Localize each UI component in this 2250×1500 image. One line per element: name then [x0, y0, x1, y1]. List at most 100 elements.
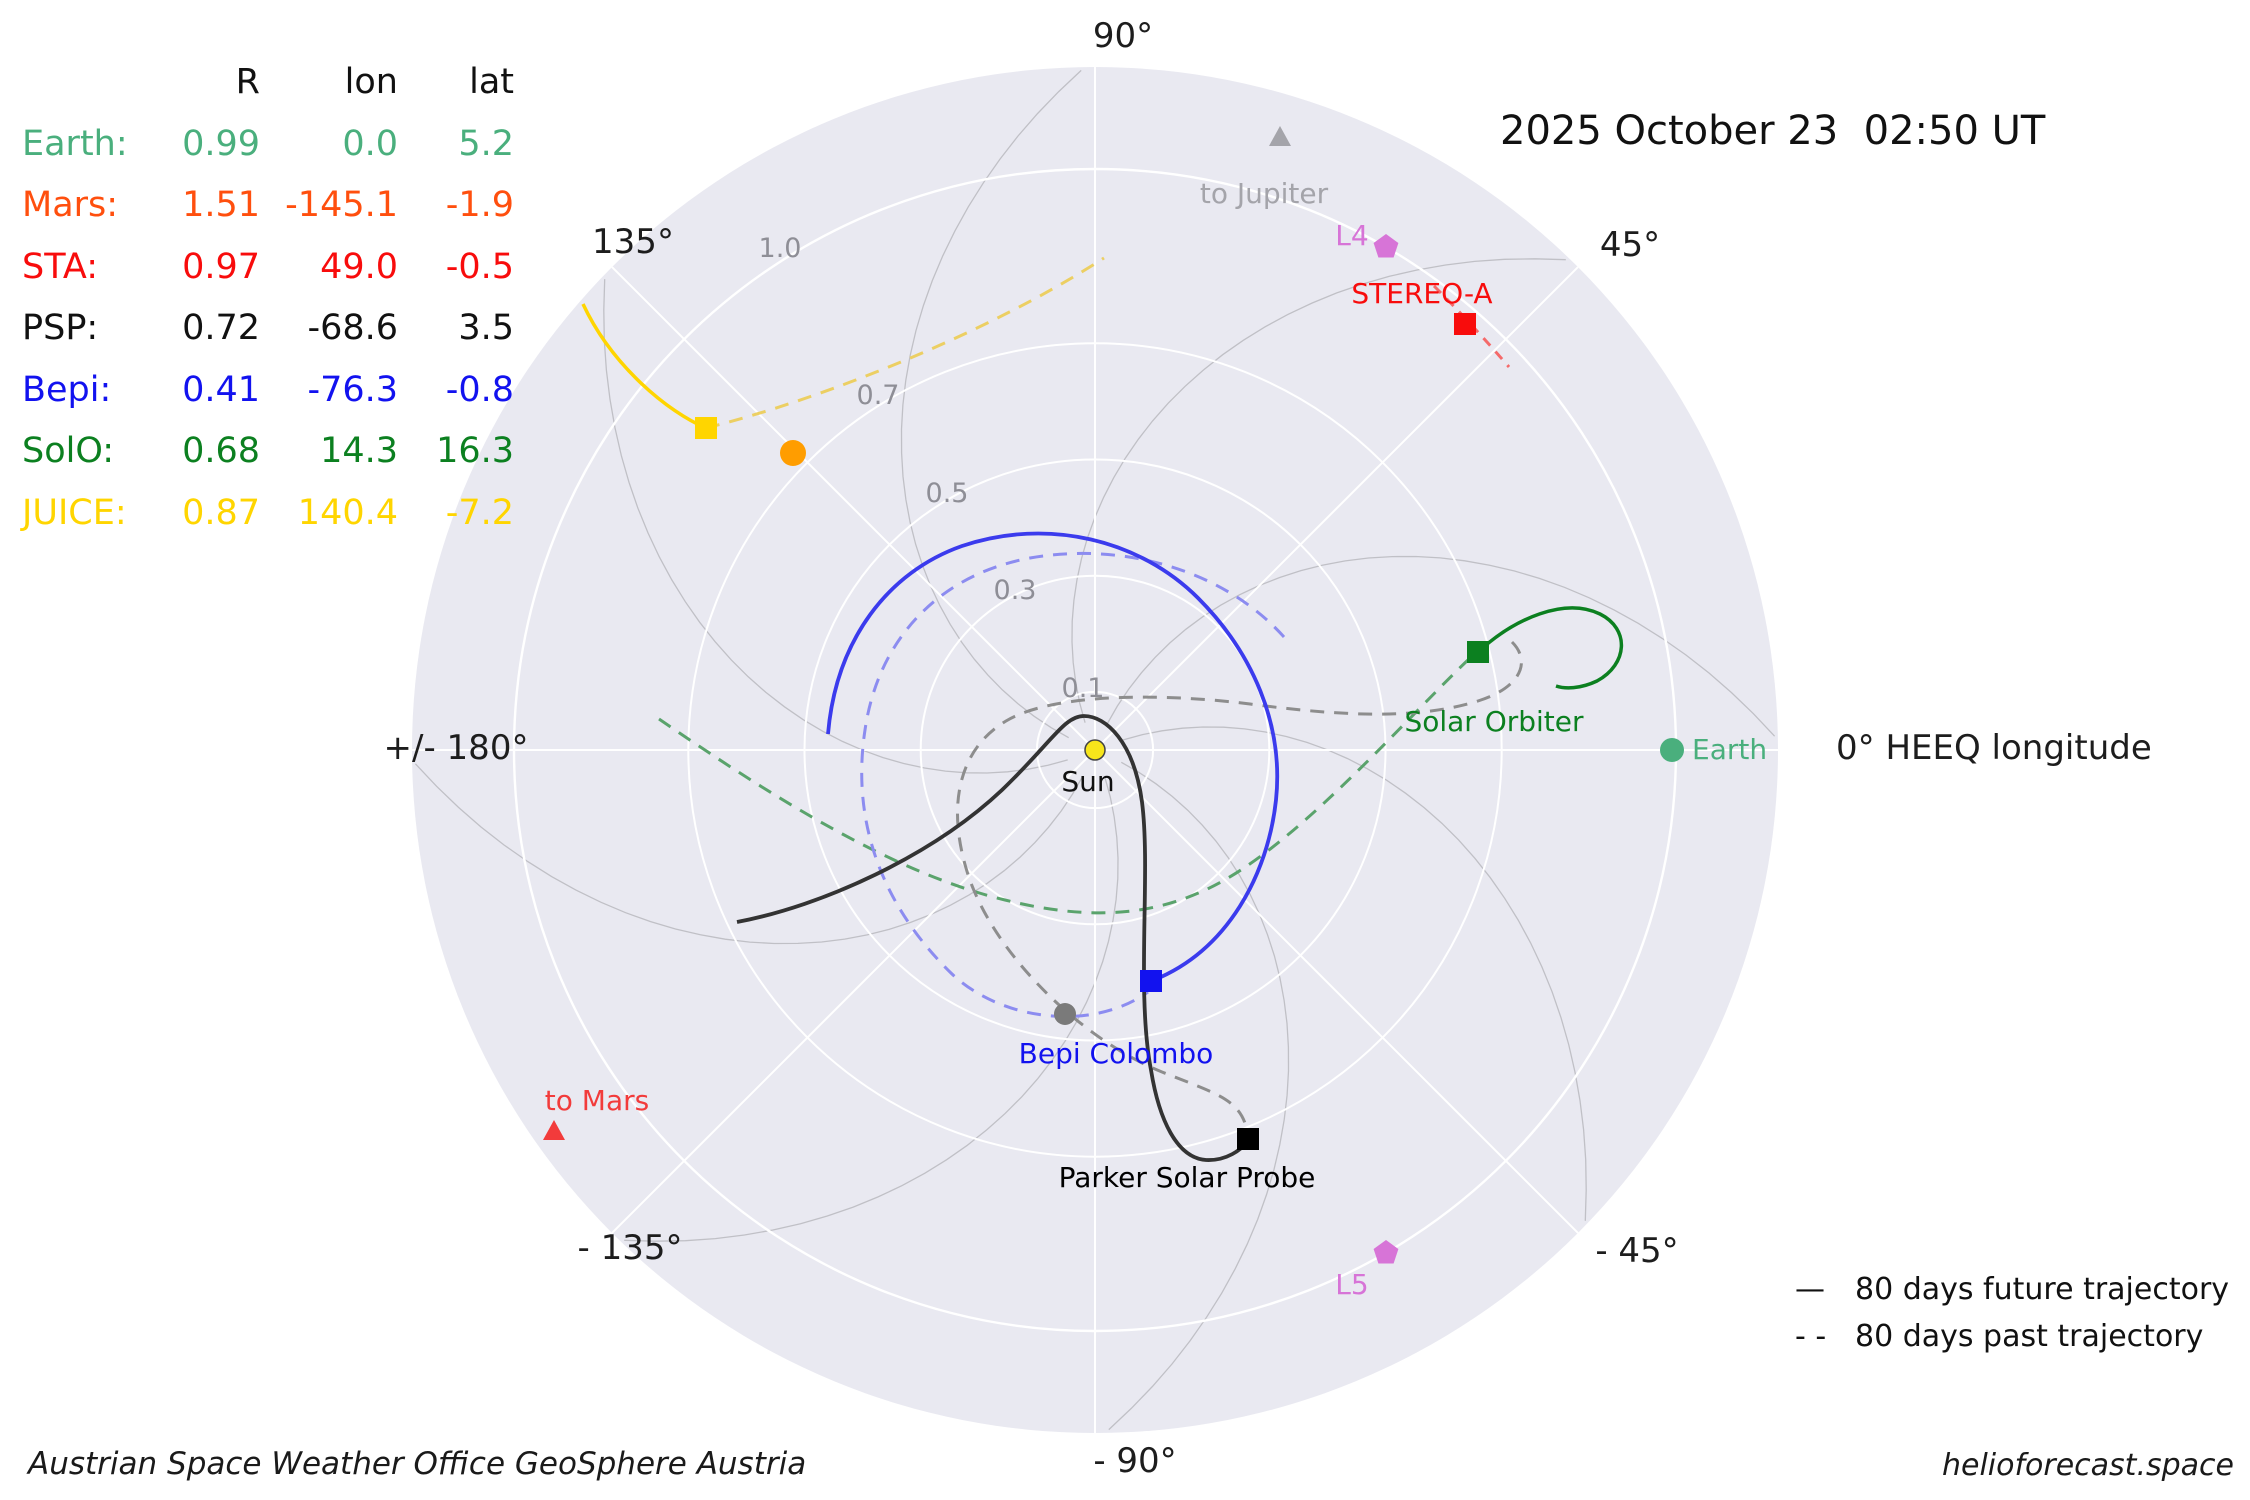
legend-future-row: — 80 days future trajectory [1795, 1266, 2229, 1313]
radius-tick-0-1: 0.1 [1062, 673, 1105, 704]
radius-tick-0-3: 0.3 [994, 575, 1037, 606]
polar-circle-gridline [1035, 690, 1155, 810]
to-mars-triangle-marker [543, 1120, 565, 1140]
angle-label-180: +/- 180° [384, 728, 529, 768]
row-lon: 140.4 [297, 492, 398, 533]
row-r: 0.87 [182, 492, 260, 533]
legend-past-row: - - 80 days past trajectory [1795, 1313, 2229, 1360]
legend-past-label: 80 days past trajectory [1855, 1319, 2204, 1354]
parker-spiral-gridline [414, 763, 1084, 945]
solar-orbiter-future-trajectory [1476, 606, 1624, 690]
parker-spiral-gridline [624, 777, 1119, 1242]
row-lon: 14.3 [320, 431, 398, 471]
solar-orbiter-past-trajectory [658, 656, 1472, 915]
angle-label-135: 135° [592, 222, 674, 262]
row-label: Bepi: [22, 369, 112, 410]
solar-orbiter-marker [1467, 641, 1489, 663]
parker-spiral-gridline [1071, 258, 1566, 723]
mercury-marker [1054, 1003, 1076, 1025]
polar-spoke-gridline [1099, 266, 1579, 746]
table-header-row: R lon lat [22, 52, 514, 114]
bepi-past-trajectory [860, 552, 1286, 1018]
earth-label: Earth [1692, 733, 1767, 766]
row-label: STA: [22, 246, 98, 287]
juice-future-trajectory [581, 303, 707, 430]
row-lon: -76.3 [307, 369, 398, 410]
l4-pentagon-marker [1373, 234, 1399, 258]
juice-marker [695, 417, 717, 439]
table-row-mars: Mars: 1.51 -145.1 -1.9 [22, 175, 514, 237]
angle-label-90: 90° [1093, 16, 1153, 56]
radius-tick-0-7: 0.7 [857, 380, 900, 411]
polar-spoke-gridline [611, 754, 1091, 1234]
row-label: Earth: [22, 123, 128, 164]
l5-pentagon-marker [1373, 1240, 1399, 1264]
l5-label: L5 [1335, 1268, 1368, 1301]
radius-tick-0-5: 0.5 [926, 478, 969, 509]
juice-past-trajectory [705, 256, 1105, 430]
table-row-earth: Earth: 0.99 0.0 5.2 [22, 114, 514, 176]
angle-label-m45: - 45° [1595, 1231, 1678, 1271]
row-r: 0.72 [182, 308, 260, 348]
row-lon: -68.6 [307, 308, 398, 348]
table-row-bepi: Bepi: 0.41 -76.3 -0.8 [22, 360, 514, 422]
polar-circle-gridline [919, 574, 1271, 926]
bepi-label: Bepi Colombo [1019, 1037, 1214, 1070]
venus-marker [780, 440, 806, 466]
stereo-a-marker [1454, 313, 1476, 335]
radius-tick-1-0: 1.0 [759, 233, 802, 264]
angle-label-m90: - 90° [1093, 1441, 1176, 1481]
credit-left: Austrian Space Weather Office GeoSphere … [28, 1446, 807, 1482]
psp-marker [1237, 1128, 1259, 1150]
table-header-r: R [235, 62, 260, 102]
row-lat: 16.3 [436, 431, 514, 471]
legend-future-label: 80 days future trajectory [1855, 1272, 2230, 1307]
polar-circle-gridline [803, 458, 1387, 1042]
polar-spoke-gridline [1099, 754, 1579, 1234]
table-row-solo: SolO: 0.68 14.3 16.3 [22, 421, 514, 483]
polar-spoke-gridline [611, 266, 1091, 746]
psp-future-trajectory [736, 714, 1250, 1162]
parker-spiral-gridline [900, 69, 1082, 739]
position-table: R lon lat Earth: 0.99 0.0 5.2 Mars: 1.51… [22, 52, 514, 544]
row-lat: -0.8 [445, 369, 514, 410]
row-lat: 5.2 [458, 123, 514, 164]
row-lat: -0.5 [445, 246, 514, 287]
page-title: 2025 October 23 02:50 UT [1500, 108, 2046, 154]
stereo-a-past-trajectory [1432, 284, 1511, 368]
row-lat: -1.9 [445, 185, 514, 225]
row-label: Mars: [22, 185, 119, 225]
earth-marker [1660, 738, 1684, 762]
table-row-sta: STA: 0.97 49.0 -0.5 [22, 237, 514, 299]
row-r: 1.51 [182, 185, 260, 225]
row-lon: -145.1 [285, 185, 398, 225]
parker-spiral-gridline [1108, 761, 1290, 1431]
row-r: 0.41 [182, 369, 260, 410]
trajectory-legend: — 80 days future trajectory - - 80 days … [1795, 1266, 2229, 1360]
sun-marker [1084, 739, 1106, 761]
sun-label: Sun [1061, 765, 1114, 798]
parker-spiral-gridline [1106, 555, 1776, 737]
parker-spiral-gridline [603, 279, 1068, 774]
l4-label: L4 [1335, 219, 1368, 252]
credit-right: helioforecast.space [1941, 1448, 2234, 1483]
row-lat: -7.2 [445, 492, 514, 533]
bepi-marker [1140, 970, 1162, 992]
table-header-lon: lon [344, 62, 398, 102]
table-row-psp: PSP: 0.72 -68.6 3.5 [22, 298, 514, 360]
bepi-future-trajectory [826, 531, 1280, 982]
to-jupiter-label: to Jupiter [1200, 177, 1329, 210]
to-jupiter-triangle-marker [1269, 126, 1291, 146]
row-label: PSP: [22, 308, 99, 348]
dashed-line-icon: - - [1795, 1319, 1827, 1354]
row-lon: 49.0 [320, 246, 398, 287]
psp-label: Parker Solar Probe [1059, 1161, 1316, 1194]
row-lat: 3.5 [458, 308, 514, 348]
row-r: 0.99 [182, 123, 260, 164]
row-lon: 0.0 [342, 123, 398, 164]
row-r: 0.68 [182, 431, 260, 471]
parker-spiral-gridline [1122, 726, 1587, 1221]
row-r: 0.97 [182, 246, 260, 287]
